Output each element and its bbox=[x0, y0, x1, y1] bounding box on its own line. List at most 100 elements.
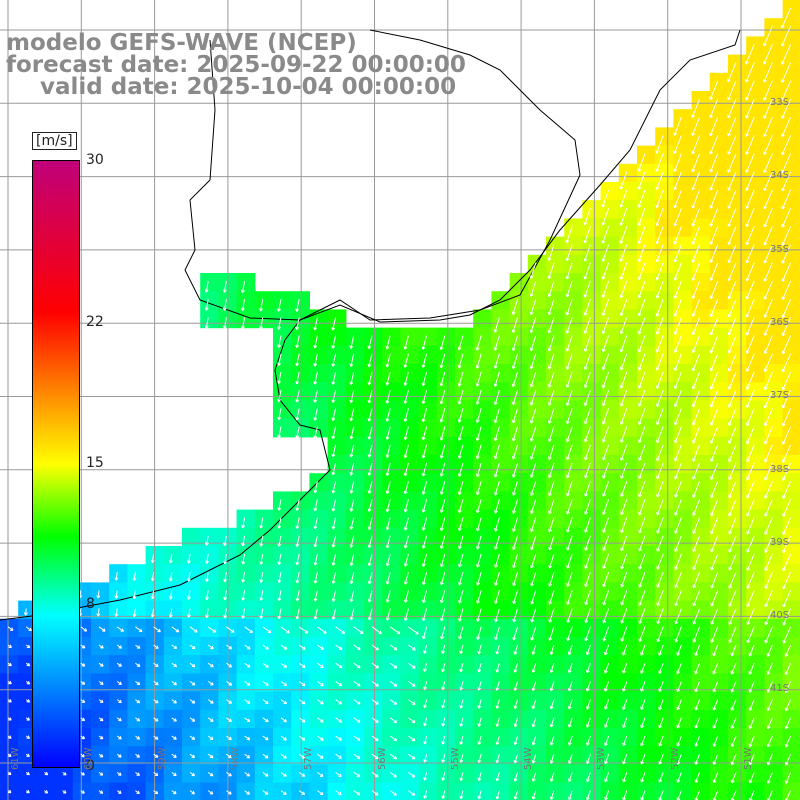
wind-cell bbox=[509, 345, 529, 365]
wind-arrow bbox=[638, 299, 646, 317]
wind-cell bbox=[291, 418, 310, 438]
wind-arrow bbox=[332, 590, 337, 602]
wind-cell bbox=[618, 673, 638, 693]
wind-arrow bbox=[745, 153, 755, 173]
wind-arrow bbox=[260, 608, 264, 619]
wind-cell bbox=[691, 691, 711, 711]
wind-cell bbox=[327, 418, 347, 438]
wind-arrow bbox=[298, 771, 305, 777]
wind-cell bbox=[728, 746, 747, 765]
wind-arrow bbox=[586, 699, 591, 710]
wind-arrow bbox=[638, 535, 646, 552]
wind-cell bbox=[509, 637, 529, 656]
wind-arrow bbox=[745, 171, 755, 191]
wind-arrow bbox=[749, 735, 755, 747]
wind-arrow bbox=[710, 299, 719, 317]
wind-arrow bbox=[389, 644, 398, 651]
latitude-label: 37S bbox=[770, 390, 790, 402]
wind-cell bbox=[673, 291, 693, 310]
wind-arrow bbox=[656, 499, 664, 516]
wind-arrow bbox=[278, 299, 282, 312]
wind-cell bbox=[418, 382, 438, 401]
wind-arrow bbox=[764, 371, 773, 390]
wind-arrow bbox=[368, 426, 373, 440]
wind-cell bbox=[709, 473, 729, 492]
wind-arrow bbox=[514, 699, 519, 709]
wind-arrow bbox=[692, 226, 701, 245]
wind-cell bbox=[782, 728, 800, 747]
wind-cell bbox=[455, 655, 474, 674]
wind-arrow bbox=[781, 207, 792, 228]
wind-arrow bbox=[422, 590, 428, 603]
wind-arrow bbox=[763, 26, 773, 47]
wind-cell bbox=[309, 400, 329, 420]
wind-arrow bbox=[710, 390, 719, 408]
wind-arrow bbox=[530, 262, 537, 279]
wind-cell bbox=[600, 382, 620, 401]
wind-cell bbox=[728, 582, 747, 602]
wind-arrow bbox=[332, 317, 337, 331]
wind-cell bbox=[182, 600, 201, 620]
wind-cell bbox=[564, 600, 583, 620]
wind-cell bbox=[746, 637, 765, 656]
wind-cell bbox=[455, 564, 474, 583]
wind-arrow bbox=[782, 626, 792, 644]
wind-arrow bbox=[710, 208, 719, 227]
wind-cell bbox=[564, 709, 583, 729]
wind-arrow bbox=[695, 699, 701, 711]
wind-arrow bbox=[656, 553, 664, 570]
wind-cell bbox=[436, 400, 456, 420]
wind-cell bbox=[364, 382, 383, 401]
wind-arrow bbox=[371, 790, 379, 796]
wind-arrow bbox=[514, 681, 519, 691]
wind-arrow bbox=[408, 735, 416, 742]
wind-arrow bbox=[782, 480, 792, 499]
wind-arrow bbox=[317, 699, 324, 705]
wind-arrow bbox=[371, 735, 379, 741]
wind-cell bbox=[182, 582, 201, 602]
wind-arrow bbox=[368, 444, 373, 458]
wind-cell bbox=[691, 782, 711, 800]
wind-arrow bbox=[335, 717, 342, 723]
wind-arrow bbox=[424, 772, 428, 781]
wind-cell bbox=[691, 673, 711, 693]
wind-arrow bbox=[368, 353, 373, 367]
wind-cell bbox=[600, 418, 620, 438]
wind-arrow bbox=[532, 663, 537, 673]
wind-cell bbox=[254, 291, 274, 310]
wind-arrow bbox=[260, 299, 264, 312]
border-line bbox=[184, 29, 581, 321]
wind-arrow bbox=[782, 426, 792, 445]
wind-cell bbox=[509, 418, 529, 438]
wind-cell bbox=[637, 509, 656, 529]
wind-arrow bbox=[767, 717, 773, 729]
wind-arrow bbox=[207, 662, 214, 668]
wind-arrow bbox=[350, 553, 355, 566]
wind-arrow bbox=[676, 699, 682, 711]
wind-cell bbox=[637, 600, 656, 620]
wind-arrow bbox=[314, 481, 318, 493]
wind-arrow bbox=[460, 699, 464, 709]
wind-cell bbox=[691, 291, 711, 310]
valid-date: valid date: 2025-10-04 00:00:00 bbox=[40, 74, 457, 100]
wind-cell bbox=[582, 382, 602, 401]
wind-cell bbox=[600, 327, 620, 347]
wind-cell bbox=[436, 782, 456, 800]
wind-arrow bbox=[97, 590, 100, 599]
wind-cell bbox=[491, 418, 511, 438]
wind-cell bbox=[728, 491, 747, 511]
wind-cell bbox=[436, 455, 456, 474]
wind-cell bbox=[527, 582, 547, 602]
wind-arrow bbox=[332, 353, 337, 367]
wind-cell bbox=[673, 345, 693, 365]
wind-cell bbox=[455, 400, 474, 420]
wind-cell bbox=[655, 746, 674, 765]
wind-arrow bbox=[638, 517, 646, 534]
wind-arrow bbox=[278, 572, 282, 583]
wind-arrow bbox=[296, 390, 300, 403]
wind-arrow bbox=[296, 553, 300, 565]
wind-cell bbox=[546, 746, 565, 765]
wind-cell bbox=[600, 782, 620, 800]
wind-arrow bbox=[442, 717, 446, 727]
wind-cell bbox=[527, 364, 547, 383]
